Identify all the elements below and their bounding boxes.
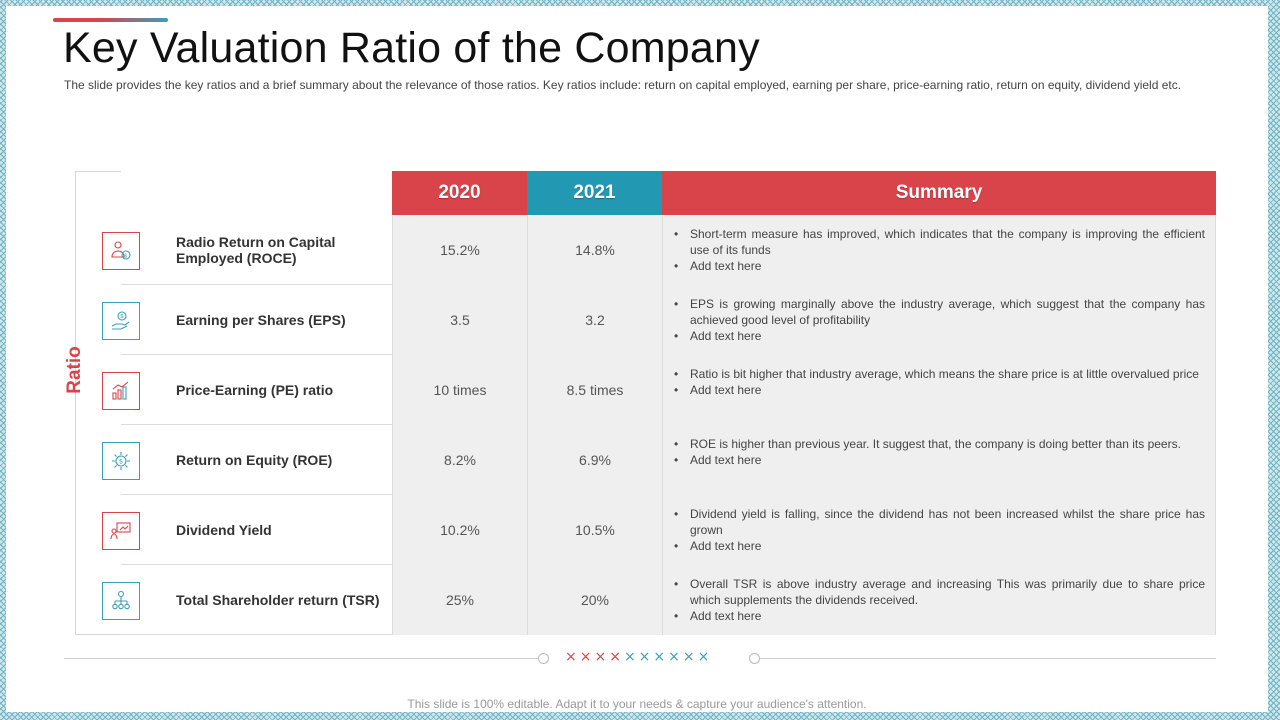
decorative-crosses: ×××××××××× — [565, 649, 713, 665]
ratio-name: Price-Earning (PE) ratio — [176, 382, 334, 398]
hand-coin-icon: $ — [102, 302, 140, 340]
value-2020: 10 times — [392, 355, 527, 425]
summary-bullet: Overall TSR is above industry average an… — [674, 576, 1205, 608]
page-subtitle: The slide provides the key ratios and a … — [64, 78, 1182, 92]
value-2021: 14.8% — [527, 215, 662, 285]
table-row: Radio Return on Capital Employed (ROCE) … — [121, 215, 1216, 285]
slide: Key Valuation Ratio of the Company The s… — [6, 6, 1268, 712]
value-2021: 6.9% — [527, 425, 662, 495]
divider-line — [64, 658, 538, 659]
svg-text:$: $ — [124, 253, 127, 259]
table-row: Dividend Yield 10.2% 10.5% Dividend yiel… — [121, 495, 1216, 565]
ratio-name: Earning per Shares (EPS) — [176, 312, 346, 328]
summary-cell: Short-term measure has improved, which i… — [662, 215, 1216, 285]
divider-circle — [538, 653, 549, 664]
value-2021: 10.5% — [527, 495, 662, 565]
header-2020: 2020 — [392, 171, 527, 215]
summary-bullet: Short-term measure has improved, which i… — [674, 226, 1205, 258]
summary-bullet: ROE is higher than previous year. It sug… — [674, 436, 1181, 452]
svg-text:$: $ — [119, 459, 123, 465]
summary-bullet: Add text here — [674, 382, 1199, 398]
summary-bullet: Ratio is bit higher that industry averag… — [674, 366, 1199, 382]
ratio-name: Return on Equity (ROE) — [176, 452, 333, 468]
investor-icon: $ — [102, 232, 140, 270]
ratio-bracket — [75, 171, 121, 635]
value-2020: 25% — [392, 565, 527, 635]
summary-bullet: Dividend yield is falling, since the div… — [674, 506, 1205, 538]
gear-dollar-icon: $ — [102, 442, 140, 480]
summary-bullet: Add text here — [674, 608, 1205, 624]
value-2021: 3.2 — [527, 285, 662, 355]
value-2020: 8.2% — [392, 425, 527, 495]
header-2021: 2021 — [527, 171, 662, 215]
page-title: Key Valuation Ratio of the Company — [63, 24, 760, 72]
summary-bullet: Add text here — [674, 328, 1205, 344]
table-row: Return on Equity (ROE) 8.2% 6.9% ROE is … — [121, 425, 1216, 495]
summary-bullet: EPS is growing marginally above the indu… — [674, 296, 1205, 328]
footer-note: This slide is 100% editable. Adapt it to… — [407, 697, 867, 711]
summary-cell: Dividend yield is falling, since the div… — [662, 495, 1216, 565]
presentation-icon — [102, 512, 140, 550]
summary-cell: ROE is higher than previous year. It sug… — [662, 425, 1216, 495]
divider-line — [760, 658, 1216, 659]
value-2020: 3.5 — [392, 285, 527, 355]
header-summary: Summary — [662, 171, 1216, 215]
summary-bullet: Add text here — [674, 538, 1205, 554]
hierarchy-icon — [102, 582, 140, 620]
table-row: Earning per Shares (EPS) 3.5 3.2 EPS is … — [121, 285, 1216, 355]
ratio-name: Total Shareholder return (TSR) — [176, 592, 380, 608]
summary-cell: Overall TSR is above industry average an… — [662, 565, 1216, 635]
value-2021: 20% — [527, 565, 662, 635]
table-row: Price-Earning (PE) ratio 10 times 8.5 ti… — [121, 355, 1216, 425]
divider-circle — [749, 653, 760, 664]
summary-cell: Ratio is bit higher that industry averag… — [662, 355, 1216, 425]
ratio-name: Dividend Yield — [176, 522, 272, 538]
value-2020: 10.2% — [392, 495, 527, 565]
value-2021: 8.5 times — [527, 355, 662, 425]
summary-bullet: Add text here — [674, 258, 1205, 274]
summary-cell: EPS is growing marginally above the indu… — [662, 285, 1216, 355]
table-row: Total Shareholder return (TSR) 25% 20% O… — [121, 565, 1216, 635]
svg-text:$: $ — [120, 314, 123, 320]
ratio-name: Radio Return on Capital Employed (ROCE) — [176, 234, 336, 266]
accent-bar — [53, 18, 168, 22]
summary-bullet: Add text here — [674, 452, 1181, 468]
value-2020: 15.2% — [392, 215, 527, 285]
growth-chart-icon — [102, 372, 140, 410]
ratio-side-label: Ratio — [64, 346, 85, 394]
